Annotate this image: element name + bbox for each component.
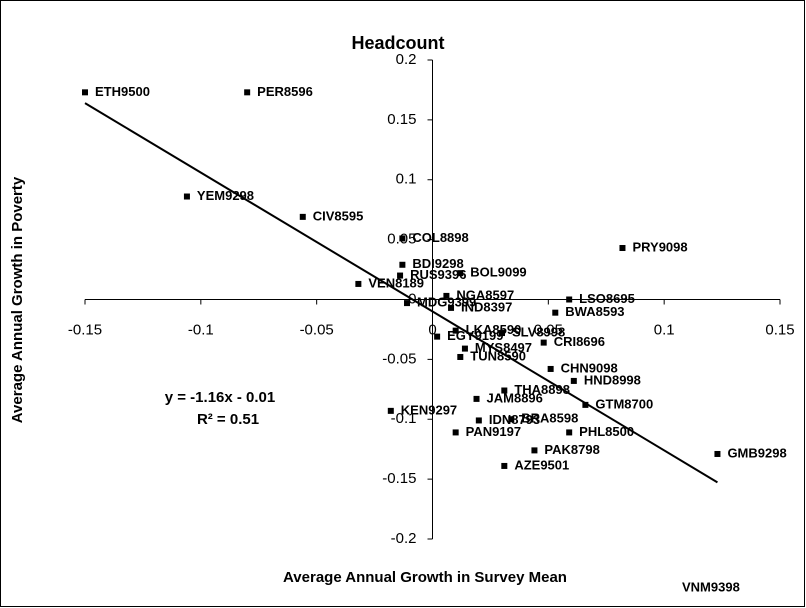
trendline [84, 102, 718, 484]
point [501, 387, 508, 394]
point [499, 330, 505, 337]
annotation: VNM9398 [682, 579, 740, 594]
point-label: SLV8998 [512, 324, 565, 339]
point [387, 407, 394, 414]
point-label: PAK8798 [544, 442, 599, 457]
point-label: PER8596 [257, 84, 313, 99]
point [397, 272, 404, 279]
point-label: IND8397 [461, 299, 512, 314]
point [475, 417, 482, 424]
y-tick-label: 0.1 [396, 171, 417, 188]
point [452, 327, 459, 334]
point [508, 416, 515, 423]
point [714, 450, 721, 457]
point-label: YEM9298 [197, 188, 254, 203]
y-tick-label: -0.2 [391, 530, 417, 547]
x-tick-label: 0.1 [654, 321, 675, 338]
point [619, 245, 626, 252]
point [399, 235, 406, 242]
y-tick-label: 0.2 [396, 51, 417, 68]
y-tick-label: -0.15 [382, 470, 416, 487]
x-axis-label: Average Annual Growth in Survey Mean [283, 569, 567, 586]
point-label: CIV8595 [313, 208, 364, 223]
x-tick-label: -0.1 [188, 321, 214, 338]
point-label: RUS9396 [410, 267, 466, 282]
point [443, 292, 450, 299]
point [355, 280, 362, 287]
point [547, 365, 554, 372]
point-label: PAN9197 [466, 424, 521, 439]
point [399, 261, 406, 268]
point [452, 429, 459, 436]
point [461, 345, 468, 352]
point-label: PRY9098 [632, 239, 687, 254]
point [457, 353, 464, 360]
trend-equation: y = -1.16x - 0.01 [165, 389, 276, 406]
point-label: JAM8896 [487, 390, 543, 405]
point-label: TUN8590 [470, 348, 526, 363]
point-label: COL8898 [412, 230, 468, 245]
point-label: LSO8695 [579, 291, 635, 306]
x-tick-label: 0 [428, 321, 436, 338]
point [448, 304, 455, 311]
point [501, 462, 508, 469]
point [566, 429, 573, 436]
point-label: VEN8189 [368, 275, 424, 290]
point-label: LKA8590 [466, 322, 522, 337]
point [552, 309, 559, 316]
point [582, 401, 589, 408]
point-label: BRA8598 [521, 411, 578, 426]
point-label: HND8998 [584, 372, 641, 387]
point-label: AZE9501 [514, 457, 569, 472]
point [299, 213, 306, 220]
r-squared: R² = 0.51 [197, 411, 259, 428]
point-label: MYS8497 [475, 340, 532, 355]
point [570, 377, 577, 384]
point-label: ETH9500 [95, 84, 150, 99]
point [244, 89, 251, 96]
x-tick-label: -0.15 [68, 321, 102, 338]
point-label: NGA8597 [456, 287, 514, 302]
point-label: BDI9298 [412, 256, 463, 271]
y-tick-label: -0.1 [391, 410, 417, 427]
point-label: KEN9297 [401, 402, 457, 417]
point-label: THA8898 [514, 382, 570, 397]
point-label: IDN8793 [489, 412, 540, 427]
point [566, 296, 573, 303]
x-tick-label: -0.05 [300, 321, 334, 338]
point-label: BWA8593 [565, 304, 624, 319]
point-label: GMB9298 [727, 445, 786, 460]
y-tick-label: 0.15 [387, 111, 416, 128]
point [531, 447, 538, 454]
chart-title: Headcount [351, 33, 444, 53]
point [457, 270, 464, 277]
point [434, 333, 441, 340]
point [473, 395, 480, 402]
point [183, 193, 190, 200]
y-tick-label: -0.05 [382, 350, 416, 367]
point [540, 339, 547, 346]
point-label: GTM8700 [595, 396, 653, 411]
y-axis-label: Average Annual Growth in Poverty [9, 176, 26, 423]
point-label: EGY9199 [447, 328, 503, 343]
point-label: PHL8500 [579, 424, 634, 439]
point [82, 89, 88, 96]
x-tick-label: 0.15 [765, 321, 794, 338]
point-label: CHN9098 [561, 360, 618, 375]
x-tick-label: 0.05 [534, 321, 563, 338]
point-label: CRI8696 [554, 334, 605, 349]
point [404, 300, 411, 307]
point-label: BOL9099 [470, 265, 526, 280]
point-label: MDG9399 [417, 295, 476, 310]
